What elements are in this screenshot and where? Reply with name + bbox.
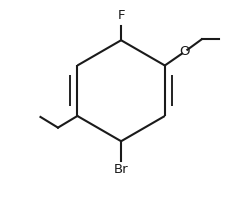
Text: F: F	[117, 9, 125, 22]
Text: O: O	[179, 45, 190, 58]
Text: Br: Br	[114, 163, 128, 176]
